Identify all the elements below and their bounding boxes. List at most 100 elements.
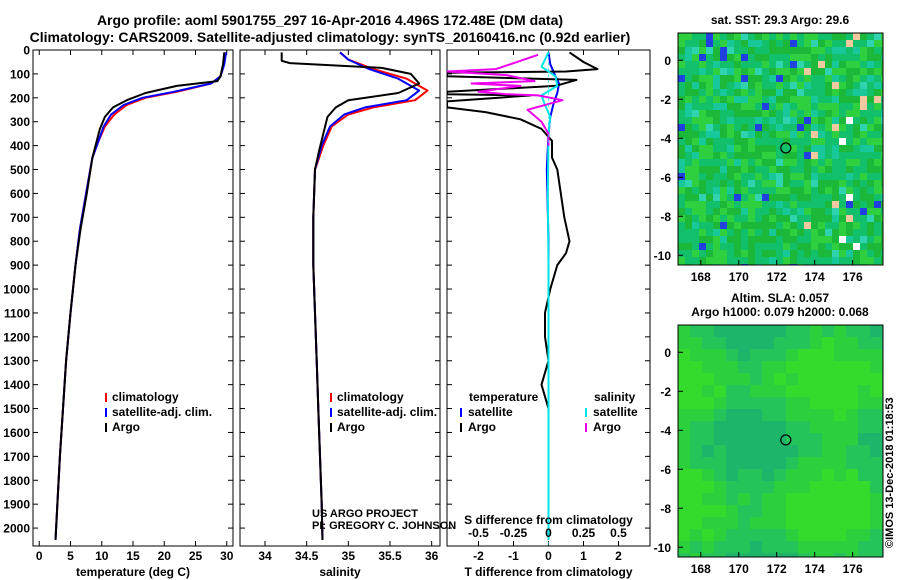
sla-map-xtick-label: 172 [767,562,787,576]
sst-map-cell [867,54,874,61]
sla-map-cell [798,553,810,557]
sst-map-cell [811,89,818,96]
sst-map-cell [818,138,825,145]
depth-tick-label: 800 [10,235,30,249]
sla-map-cell [834,445,846,457]
sst-map-cell [769,145,776,152]
sst-map-cell [685,229,692,236]
sst-map-cell [762,236,769,243]
sst-map-cell [783,229,790,236]
sla-map-cell [846,445,858,457]
sst-map-cell [713,173,720,180]
sst-map-cell [790,33,797,40]
sst-map-cell [769,159,776,166]
sst-map-cell [762,138,769,145]
sst-map-cell [846,173,853,180]
sla-map-cell [846,409,858,421]
sla-map-cell [822,529,834,541]
sla-map-cell [678,361,690,373]
sst-map-cell [839,54,846,61]
sst-map-cell [853,243,860,250]
sst-map-cell [755,152,762,159]
sst-map-cell [797,47,804,54]
sst-map-cell [804,187,811,194]
sst-map-cell [797,33,804,40]
sla-map-cell [714,409,726,421]
sst-map-cell [846,75,853,82]
sla-map-cell [750,493,762,505]
sst-map-cell [825,201,832,208]
sla-map-cell [726,517,738,529]
sst-map-cell [734,250,741,257]
sst-map-cell [860,145,867,152]
salinity-diff-tick-label: 0.5 [610,526,627,540]
sst-map-cell [748,173,755,180]
sla-map-cell [774,469,786,481]
sst-map-cell [748,96,755,103]
sst-map-cell [825,47,832,54]
sst-map-cell [678,257,685,264]
sst-map-cell [769,117,776,124]
sst-map-cell [741,117,748,124]
sla-map-cell [786,325,798,337]
sla-map-ytick-label: -6 [660,463,671,477]
sst-map-cell [860,250,867,257]
sst-map-cell [832,103,839,110]
sst-map-cell [741,40,748,47]
sst-map-cell [832,166,839,173]
sst-map-cell [832,236,839,243]
sst-map-cell [741,187,748,194]
sst-map-cell [748,187,755,194]
salinity-panel: 34 34.5 35 35.5 36 salinity climatologysatelli… [239,49,441,579]
sla-map-cell [834,409,846,421]
sst-map-cell [699,138,706,145]
sla-map-cell [834,421,846,433]
sst-map-ytick-label: -6 [660,171,671,185]
sst-map-cell [685,152,692,159]
sst-map-cell [874,250,881,257]
sst-map-cell [734,54,741,61]
sst-map-cell [748,89,755,96]
sst-map-cell [727,131,734,138]
sst-map-cell [783,40,790,47]
sla-map-cell [690,553,702,557]
sst-map-cell [839,47,846,54]
sla-map-cell [858,337,870,349]
sst-map-cell [825,110,832,117]
sst-map-cell [720,187,727,194]
sla-map-cell [822,421,834,433]
sst-map-cell [741,82,748,89]
sst-map-cell [874,145,881,152]
sla-map-cell [750,349,762,361]
sst-map-cell [762,257,769,264]
sst-map-cell [867,145,874,152]
sst-map-cell [678,166,685,173]
sst-map-cell [713,82,720,89]
sla-map-cell [750,481,762,493]
sst-map-cell [790,250,797,257]
sst-map-cell [790,257,797,264]
sst-map-cell [692,229,699,236]
sla-map-cell [822,349,834,361]
sst-map-cell [720,47,727,54]
sla-map-cell [678,553,690,557]
sst-map-cell [783,82,790,89]
sst-map-cell [685,124,692,131]
sst-map-cell [727,194,734,201]
sla-map-cell [786,397,798,409]
sst-map-cell [811,40,818,47]
sst-map-cell [867,208,874,215]
difference-xtick-label: -1 [508,549,519,563]
sst-map-cell [853,138,860,145]
sla-map-cell [678,397,690,409]
sst-map-cell [741,257,748,264]
sst-map-cell [713,33,720,40]
sst-map-cell [881,124,883,131]
sst-map-cell [853,54,860,61]
sst-map-cell [839,166,846,173]
sla-map-cell [858,409,870,421]
sst-map-cell [818,243,825,250]
sst-map-cell [762,159,769,166]
sst-map-cell [699,236,706,243]
sst-map-cell [727,103,734,110]
